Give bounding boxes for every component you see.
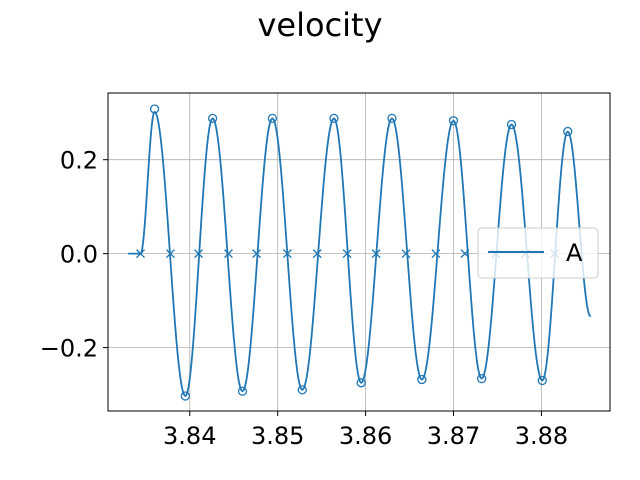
zero-crossing-stroke	[460, 249, 470, 259]
x-tick-label: 3.84	[163, 422, 216, 450]
axis-ticks: 3.84 3.85 3.86 3.87 3.88 0.2 0.0 −0.2	[40, 147, 568, 450]
series-line-a	[127, 110, 592, 397]
zero-crossing-marker	[342, 249, 352, 259]
peak-marker	[537, 375, 547, 386]
series-layer	[127, 110, 592, 397]
zero-crossing-marker	[165, 249, 175, 259]
zero-crossing-stroke	[401, 249, 411, 259]
zero-crossing-marker	[223, 249, 233, 259]
y-tick-label: −0.2	[40, 335, 98, 363]
legend-label-a: A	[566, 239, 583, 267]
zero-crossing-stroke	[165, 249, 175, 259]
peak-marker	[417, 374, 427, 385]
x-tick-label: 3.85	[251, 422, 304, 450]
zero-crossing-stroke	[431, 249, 441, 259]
peak-marker	[207, 113, 218, 124]
chart-title: velocity	[257, 6, 382, 44]
x-tick-label: 3.88	[515, 422, 568, 450]
zero-crossing-stroke	[282, 249, 292, 259]
zero-crossing-marker	[431, 249, 441, 259]
y-tick-label: 0.2	[60, 147, 98, 175]
zero-crossing-stroke	[371, 249, 381, 259]
zero-crossing-marker	[252, 249, 262, 259]
peak-marker	[329, 113, 339, 124]
peak-marker	[297, 385, 307, 395]
peak-marker	[237, 386, 248, 396]
zero-crossing-marker	[460, 249, 470, 259]
x-tick-label: 3.87	[427, 422, 480, 450]
y-tick-label: 0.0	[60, 241, 98, 269]
zero-crossing-marker	[194, 249, 204, 259]
markers-layer	[136, 104, 573, 401]
peak-marker	[180, 391, 191, 401]
plot-frame	[107, 92, 611, 412]
zero-crossing-stroke	[312, 249, 322, 259]
zero-crossing-stroke	[136, 249, 145, 259]
peak-marker	[563, 126, 573, 137]
legend: A	[477, 227, 599, 279]
peak-marker	[387, 113, 397, 124]
zero-crossing-marker	[282, 249, 292, 259]
zero-crossing-marker	[136, 249, 145, 259]
zero-crossing-stroke	[252, 249, 262, 259]
peak-marker	[476, 373, 487, 384]
peak-marker	[149, 104, 160, 114]
zero-crossing-stroke	[342, 249, 352, 259]
zero-crossing-marker	[312, 249, 322, 259]
zero-crossing-stroke	[194, 249, 204, 259]
zero-crossing-stroke	[223, 249, 233, 259]
x-tick-label: 3.86	[339, 422, 392, 450]
peak-marker	[448, 116, 459, 126]
peak-marker	[267, 113, 278, 124]
peak-marker	[506, 119, 517, 130]
zero-crossing-marker	[371, 249, 381, 259]
peak-marker	[356, 378, 366, 388]
zero-crossing-marker	[401, 249, 411, 259]
